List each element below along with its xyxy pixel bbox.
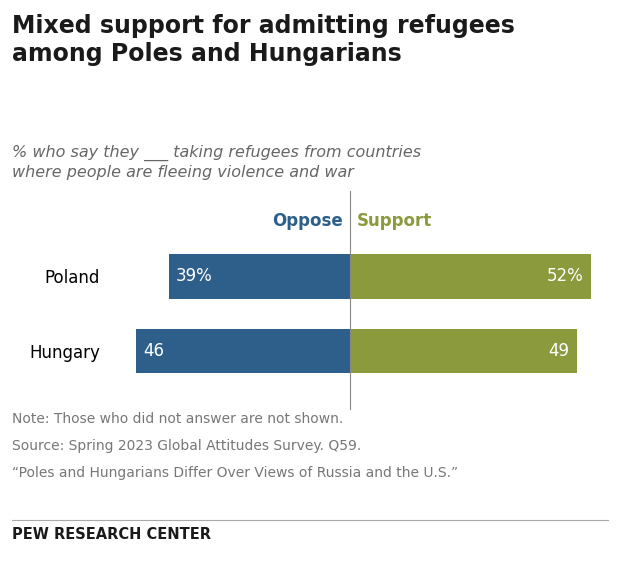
Bar — [169, 254, 350, 299]
Bar — [350, 254, 591, 299]
Text: Mixed support for admitting refugees
among Poles and Hungarians: Mixed support for admitting refugees amo… — [12, 14, 515, 66]
Text: 52%: 52% — [547, 268, 583, 286]
Text: PEW RESEARCH CENTER: PEW RESEARCH CENTER — [12, 527, 211, 542]
Text: 39%: 39% — [175, 268, 213, 286]
Text: Source: Spring 2023 Global Attitudes Survey. Q59.: Source: Spring 2023 Global Attitudes Sur… — [12, 439, 361, 453]
Text: % who say they ___ taking refugees from countries
where people are fleeing viole: % who say they ___ taking refugees from … — [12, 145, 422, 179]
Text: Support: Support — [356, 212, 432, 230]
Text: “Poles and Hungarians Differ Over Views of Russia and the U.S.”: “Poles and Hungarians Differ Over Views … — [12, 466, 459, 481]
Bar — [136, 329, 350, 373]
Text: Note: Those who did not answer are not shown.: Note: Those who did not answer are not s… — [12, 412, 343, 426]
Text: 49: 49 — [549, 342, 570, 360]
Bar — [350, 329, 577, 373]
Text: Oppose: Oppose — [272, 212, 343, 230]
Text: 46: 46 — [143, 342, 164, 360]
